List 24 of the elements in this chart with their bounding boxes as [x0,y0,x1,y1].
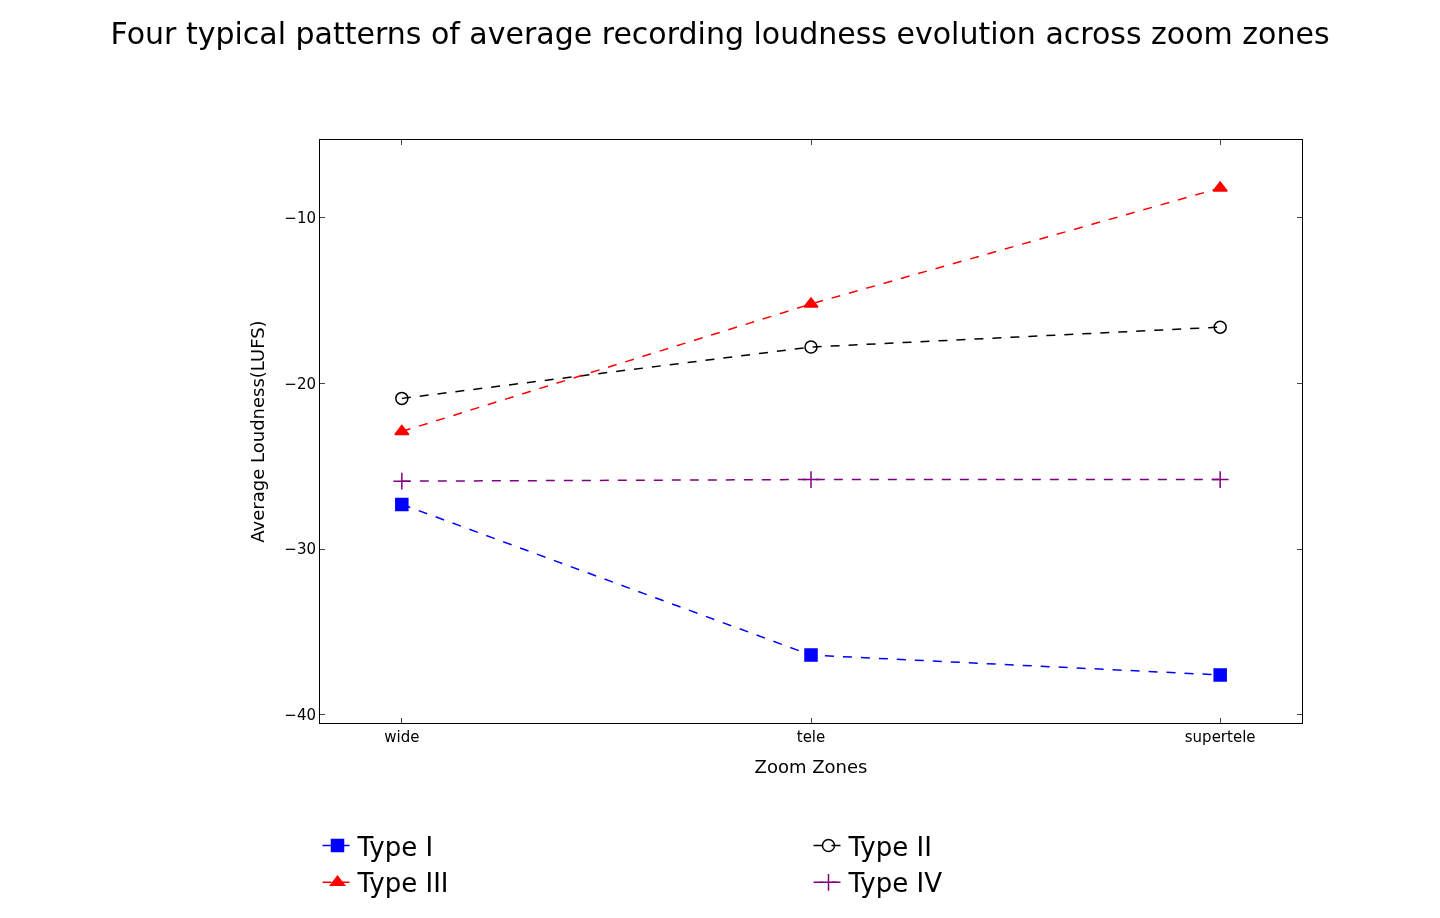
x-tick-label: tele [796,728,826,746]
legend-label: Type II [847,831,932,862]
legend-label: Type I [356,831,434,862]
legend-label: Type III [356,868,449,899]
point [395,497,409,512]
y-tick-label: −10 [284,209,316,228]
x-tick-label: supertele [1184,728,1256,746]
point [804,648,818,662]
y-tick-label: −30 [284,540,316,559]
y-tick-label: −40 [284,705,316,724]
point [395,391,409,406]
y-tick-label: −20 [284,374,316,393]
point [804,340,818,354]
point [1211,470,1230,489]
point [394,424,410,436]
x-tick-label: wide [384,728,420,746]
point [801,470,821,489]
point [1213,668,1227,682]
point [1213,320,1227,334]
point [392,472,411,491]
x-axis-title: Zoom Zones [754,756,868,778]
y-axis-title: Average Loudness(LUFS) [246,320,268,543]
chart-title: Four typical patterns of average recording loudness evolution across zoom zones [110,15,1330,51]
legend-label: Type IV [847,868,943,899]
